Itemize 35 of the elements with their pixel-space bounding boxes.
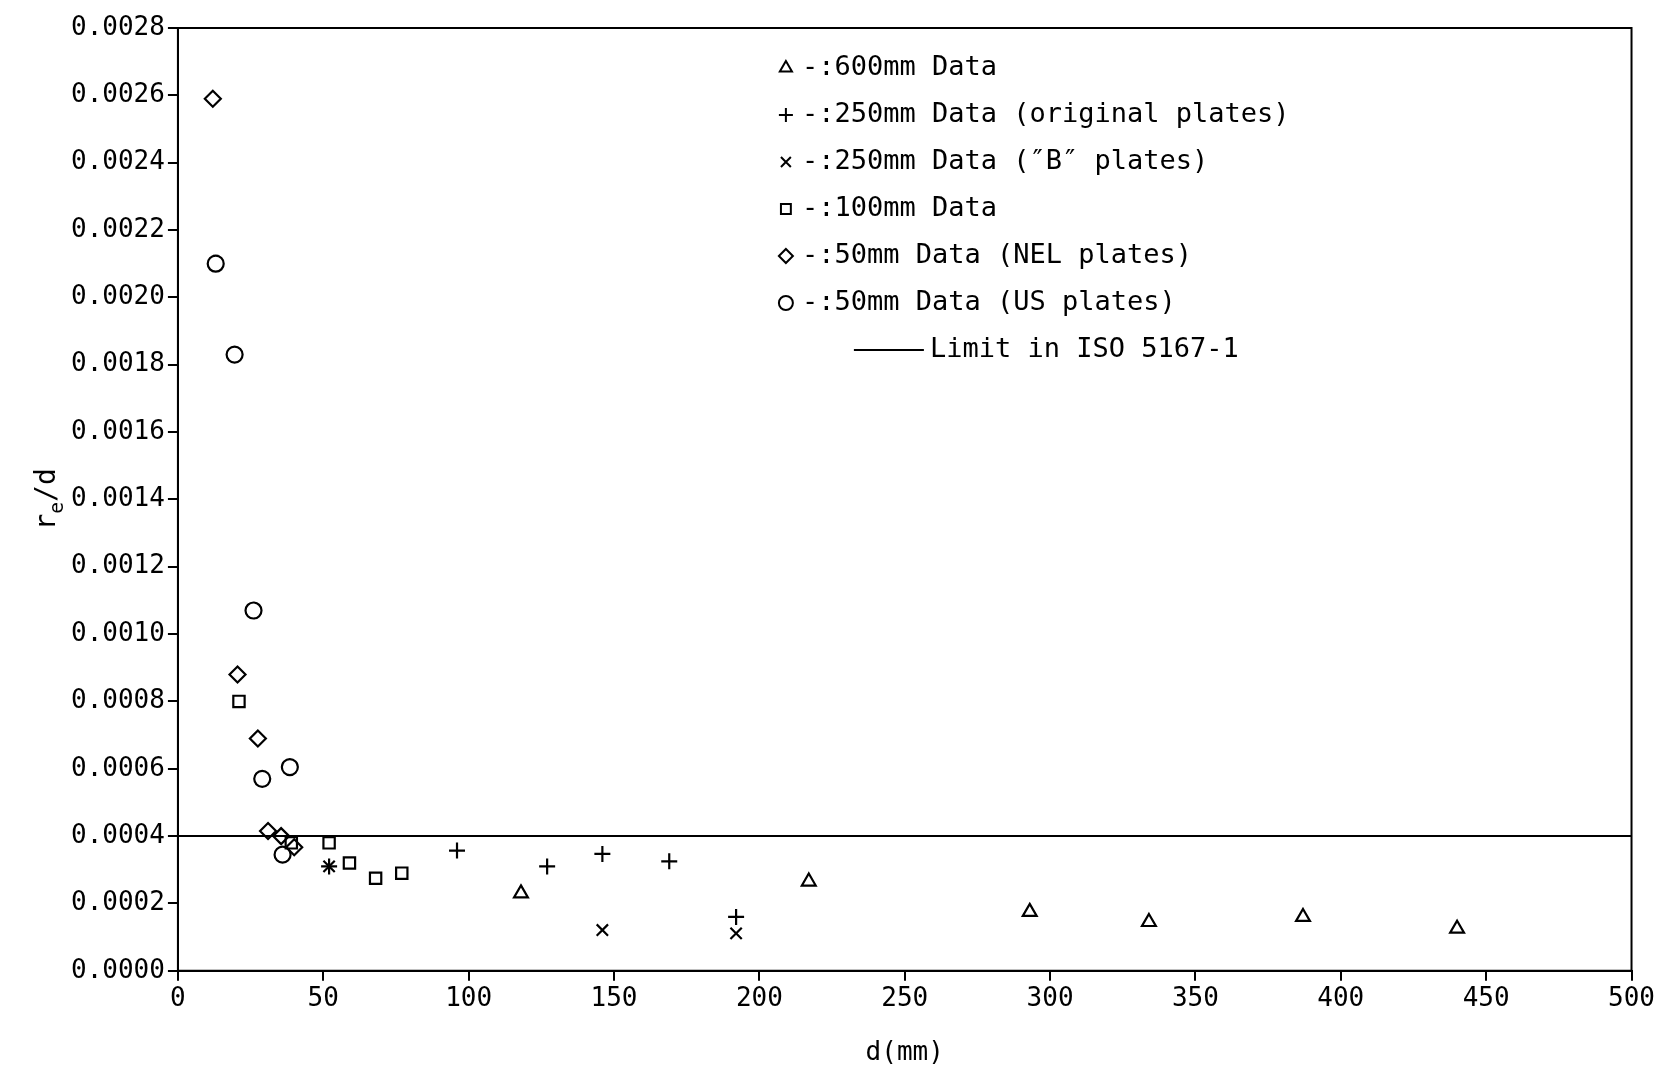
x-tick-label: 150 — [590, 982, 638, 1013]
y-tick-label: 0.0018 — [71, 347, 165, 378]
legend-label: -:50mm Data (US plates) — [801, 285, 1176, 317]
y-tick-label: 0.0002 — [71, 886, 165, 917]
legend-label: -:100mm Data — [801, 191, 997, 223]
x-tick-label: 300 — [1026, 982, 1074, 1013]
x-tick-label: 250 — [881, 982, 929, 1013]
y-tick-label: 0.0016 — [71, 414, 165, 445]
y-tick-label: 0.0012 — [71, 549, 165, 580]
legend-label: -:600mm Data — [801, 50, 997, 82]
y-axis-title: re/d — [29, 468, 68, 531]
x-axis-title: d(mm) — [865, 1035, 944, 1066]
y-tick-label: 0.0004 — [71, 818, 165, 849]
y-tick-label: 0.0006 — [71, 751, 165, 782]
x-tick-label: 450 — [1462, 982, 1510, 1013]
y-tick-label: 0.0000 — [71, 953, 165, 984]
legend-label: -:250mm Data (original plates) — [801, 97, 1290, 129]
y-tick-label: 0.0010 — [71, 616, 165, 647]
x-tick-label: 50 — [307, 982, 339, 1013]
y-tick-label: 0.0022 — [71, 212, 165, 243]
x-tick-label: 500 — [1608, 982, 1655, 1013]
y-tick-label: 0.0026 — [71, 78, 165, 109]
x-tick-label: 200 — [735, 982, 783, 1013]
y-tick-label: 0.0014 — [71, 482, 165, 513]
x-tick-label: 100 — [445, 982, 493, 1013]
y-tick-label: 0.0024 — [71, 145, 165, 176]
x-tick-label: 350 — [1171, 982, 1219, 1013]
legend-label: Limit in ISO 5167-1 — [929, 332, 1239, 364]
y-tick-label: 0.0008 — [71, 684, 165, 715]
y-tick-label: 0.0020 — [71, 280, 165, 311]
legend-label: -:50mm Data (NEL plates) — [801, 238, 1193, 270]
y-tick-label: 0.0028 — [71, 10, 165, 41]
x-tick-label: 400 — [1317, 982, 1365, 1013]
legend-label: -:250mm Data (″B″ plates) — [801, 144, 1209, 176]
x-tick-label: 0 — [170, 982, 186, 1013]
